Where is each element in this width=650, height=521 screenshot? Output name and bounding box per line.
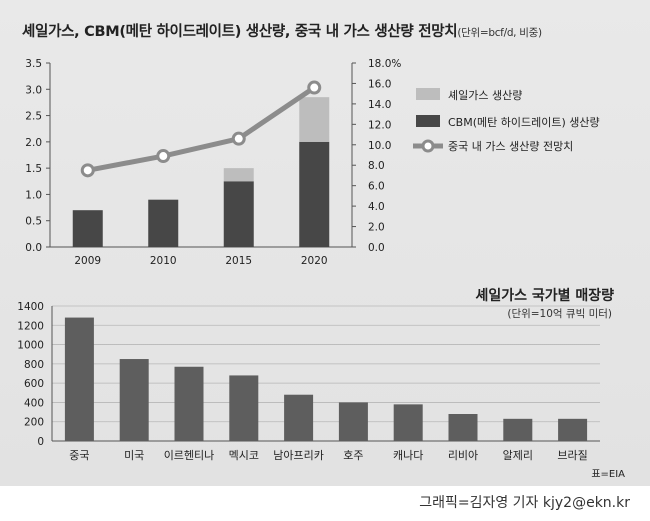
y2-tick-label: 4.0 — [368, 201, 385, 213]
x-tick-label: 2015 — [225, 255, 252, 267]
graphic-credit: 그래픽=김자영 기자 kjy2@ekn.kr — [419, 495, 630, 511]
bar-cbm — [223, 181, 254, 247]
bar-reserve — [503, 418, 533, 441]
y-tick-label: 200 — [24, 417, 44, 429]
y-tick-label: 0.0 — [25, 242, 42, 254]
y-tick-label: 1400 — [17, 301, 44, 313]
x-tick-label: 2009 — [74, 255, 101, 267]
chart-title-unit: (단위=bcf/d, 비중) — [457, 27, 542, 39]
y-tick-label: 2.5 — [25, 111, 42, 123]
x-tick-label: 남아프리카 — [273, 449, 324, 462]
source-label: 표=EIA — [591, 469, 625, 480]
legend-label-line: 중국 내 가스 생산량 전망치 — [448, 140, 573, 153]
y2-tick-label: 2.0 — [368, 222, 385, 234]
legend-label-shale: 셰일가스 생산량 — [448, 88, 522, 102]
bar-cbm — [72, 210, 103, 247]
y2-tick-label: 6.0 — [368, 181, 385, 193]
bar-reserve — [64, 317, 94, 441]
bar-cbm — [299, 141, 330, 247]
y2-tick-label: 8.0 — [368, 160, 385, 172]
y2-tick-label: 14.0 — [368, 99, 391, 111]
line-point — [231, 131, 246, 146]
bar-reserve — [119, 359, 149, 441]
bar-reserve — [448, 414, 478, 441]
bar-reserve — [338, 402, 368, 441]
x-tick-label: 2010 — [150, 255, 177, 267]
bar-shale — [299, 97, 330, 142]
legend-label-cbm: CBM(메탄 하이드레이트) 생산량 — [448, 115, 600, 129]
bar-reserve — [229, 375, 259, 441]
y-tick-label: 1.5 — [25, 163, 42, 175]
line-point — [307, 80, 322, 95]
bar-reserve — [393, 404, 423, 441]
bar-shale — [223, 168, 254, 182]
y2-tick-label: 16.0 — [368, 78, 391, 90]
chart-title-text: 셰일가스, CBM(메탄 하이드레이트) 생산량, 중국 내 가스 생산량 전망… — [22, 24, 458, 40]
y-tick-label: 3.0 — [25, 84, 42, 96]
legend-swatch-shale — [416, 88, 440, 100]
y-tick-label: 3.5 — [25, 58, 42, 70]
y-tick-label: 1.0 — [25, 189, 42, 201]
y-tick-label: 0.5 — [25, 216, 42, 228]
y-tick-label: 800 — [24, 359, 44, 371]
legend-swatch-cbm — [416, 115, 440, 127]
legend-swatch-point — [421, 139, 435, 153]
x-tick-label: 미국 — [124, 449, 144, 462]
y-tick-label: 2.0 — [25, 137, 42, 149]
footer-band — [0, 486, 650, 521]
y-tick-label: 600 — [24, 378, 44, 390]
bar-reserve — [558, 418, 588, 441]
x-tick-label: 호주 — [343, 449, 363, 462]
y2-tick-label: 12.0 — [368, 119, 391, 131]
x-tick-label: 캐나다 — [393, 449, 423, 462]
chart-title: 셰일가스, CBM(메탄 하이드레이트) 생산량, 중국 내 가스 생산량 전망… — [22, 20, 542, 41]
reserves-chart-title: 셰일가스 국가별 매장량 — [475, 288, 614, 304]
y-tick-label: 1000 — [17, 340, 44, 352]
line-point — [80, 163, 95, 178]
y2-tick-label: 18.0% — [368, 58, 401, 70]
y-tick-label: 0 — [37, 436, 44, 448]
x-tick-label: 리비아 — [448, 449, 478, 462]
x-tick-label: 브라질 — [557, 449, 587, 462]
y-tick-label: 1200 — [17, 320, 44, 332]
y2-tick-label: 10.0 — [368, 140, 391, 152]
x-tick-label: 멕시코 — [229, 449, 259, 462]
line-point — [156, 149, 171, 164]
bar-cbm — [148, 199, 179, 247]
y2-tick-label: 0.0 — [368, 242, 385, 254]
bar-reserve — [284, 394, 314, 441]
x-tick-label: 이르헨티나 — [164, 449, 215, 462]
y-tick-label: 400 — [24, 397, 44, 409]
bar-reserve — [174, 366, 204, 441]
x-tick-label: 알제리 — [503, 448, 533, 462]
reserves-chart-unit: (단위=10억 큐빅 미터) — [507, 308, 612, 320]
line-china-gas — [87, 85, 316, 173]
x-tick-label: 중국 — [69, 449, 89, 462]
x-tick-label: 2020 — [301, 255, 328, 267]
